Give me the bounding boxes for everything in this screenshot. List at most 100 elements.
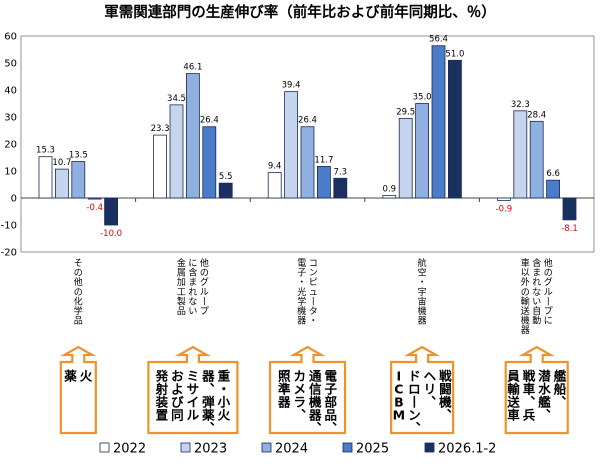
callout-text: 員 xyxy=(506,369,520,384)
callout-text: 潜 xyxy=(538,369,551,384)
callout-text: ︑ xyxy=(202,421,215,436)
category-label: 学 xyxy=(74,305,83,317)
y-tick-label: 30 xyxy=(4,113,17,124)
callout-text: 機 xyxy=(439,395,452,410)
category-label: 電 xyxy=(297,258,306,269)
bar xyxy=(38,156,53,199)
plot-border xyxy=(20,35,595,253)
callout-text: 火 xyxy=(218,408,231,423)
category-label: 動 xyxy=(532,316,541,327)
legend-swatch xyxy=(342,442,353,453)
callout-text: 薬 xyxy=(201,408,215,423)
callout-text: ︑ xyxy=(439,408,452,423)
category-label: れ xyxy=(188,287,197,298)
data-label: 5.5 xyxy=(219,172,233,182)
category-label: タ xyxy=(309,306,318,317)
category-label: コ xyxy=(309,259,318,269)
category-label: 属 xyxy=(177,268,186,279)
data-label: 26.4 xyxy=(200,116,219,126)
y-tick-label: -20 xyxy=(1,248,17,259)
callout-text: 火 xyxy=(80,369,93,384)
legend-swatch xyxy=(424,442,435,453)
callout-text: 同 xyxy=(171,408,184,423)
category-label: 丨 xyxy=(200,296,209,307)
callout-text: 照 xyxy=(278,369,291,384)
category-label: な xyxy=(188,296,197,307)
category-label: 外 xyxy=(521,276,530,288)
callout-text: 器 xyxy=(308,408,322,423)
bar xyxy=(87,197,102,200)
bar xyxy=(267,172,282,199)
callout-text: 船 xyxy=(554,382,567,397)
category-label: 器 xyxy=(521,325,530,336)
data-label: 32.3 xyxy=(511,100,530,110)
category-label: 他 xyxy=(200,257,209,269)
category-label: 宙 xyxy=(418,295,427,307)
callout-text: ル xyxy=(187,408,200,423)
category-label: グ xyxy=(200,276,209,288)
y-tick-label: -10 xyxy=(1,221,17,232)
category-label: な xyxy=(532,287,541,298)
category-label: の xyxy=(74,269,83,279)
bar xyxy=(218,182,233,199)
bar xyxy=(529,120,544,199)
callout-text: サ xyxy=(187,382,200,397)
callout-box xyxy=(147,345,239,435)
category-label: 器 xyxy=(418,316,427,327)
category-label: 機 xyxy=(297,305,306,317)
bars xyxy=(38,45,577,226)
data-label: 51.0 xyxy=(445,49,464,59)
category-label: ン xyxy=(309,269,318,279)
callout-text: ・ xyxy=(218,382,231,397)
category-label: の xyxy=(521,288,530,298)
data-label: 7.3 xyxy=(334,167,348,177)
category-label: 学 xyxy=(297,295,306,307)
callout-text: リ xyxy=(424,382,437,397)
callout-text: 小 xyxy=(217,395,231,410)
category-label: 製 xyxy=(177,295,186,307)
bar xyxy=(546,179,560,199)
chart-title: 軍需関連部門の生産伸び率（前年比および前年同期比、％） xyxy=(104,3,496,21)
bar xyxy=(300,126,315,199)
callout-text: 水 xyxy=(538,382,551,397)
data-label: 15.3 xyxy=(36,146,55,156)
data-label: 39.4 xyxy=(282,81,301,91)
category-labels: その他の化学品他のグル丨プに含まれない金属加工製品コンピュ丨タ・電子・光学機器航… xyxy=(74,257,553,336)
bar xyxy=(316,166,331,199)
category-label: 自 xyxy=(532,305,541,317)
callouts: 火薬 重・小火器︑弾薬︑ミサイルおよび同発射装置電子部品︑通信機器︑カメラ︑照準器… xyxy=(59,345,569,436)
category-label: 加 xyxy=(177,277,186,288)
callout-text: B xyxy=(394,395,404,410)
callout-box xyxy=(59,345,97,435)
category-label: 航 xyxy=(418,257,427,269)
category-label: 他 xyxy=(74,276,83,288)
callout-text: ︑ xyxy=(293,408,306,423)
bar xyxy=(333,177,348,199)
callout-text: 器 xyxy=(277,395,291,410)
category-label: ピ xyxy=(309,277,318,288)
data-label: -10.0 xyxy=(100,229,122,239)
callout-box xyxy=(390,345,455,435)
category-label: プ xyxy=(544,306,553,317)
data-label: 13.5 xyxy=(69,151,88,161)
callout-text: 兵 xyxy=(523,408,536,423)
bar xyxy=(496,197,511,201)
data-label: 34.5 xyxy=(167,94,186,104)
callout-text: 艦 xyxy=(554,369,567,384)
category-label: 車 xyxy=(521,257,530,269)
callout-text: 準 xyxy=(278,382,291,397)
callout-text: 品 xyxy=(324,408,337,423)
callout-text: 闘 xyxy=(439,382,452,397)
legend: 2022 2023 2024 2025 2026.1-2 xyxy=(99,442,496,457)
category-label: 化 xyxy=(74,295,83,307)
data-label: 35.0 xyxy=(413,93,432,103)
legend-label: 2025 xyxy=(356,442,389,457)
callout-text: 輸 xyxy=(507,382,520,397)
category-label: 含 xyxy=(532,257,541,269)
data-label: 11.7 xyxy=(314,155,333,165)
legend-swatch xyxy=(99,442,110,453)
callout-text: ︑ xyxy=(202,382,215,397)
bar xyxy=(185,73,200,199)
category-label: れ xyxy=(532,277,541,288)
category-label: に xyxy=(188,258,197,269)
